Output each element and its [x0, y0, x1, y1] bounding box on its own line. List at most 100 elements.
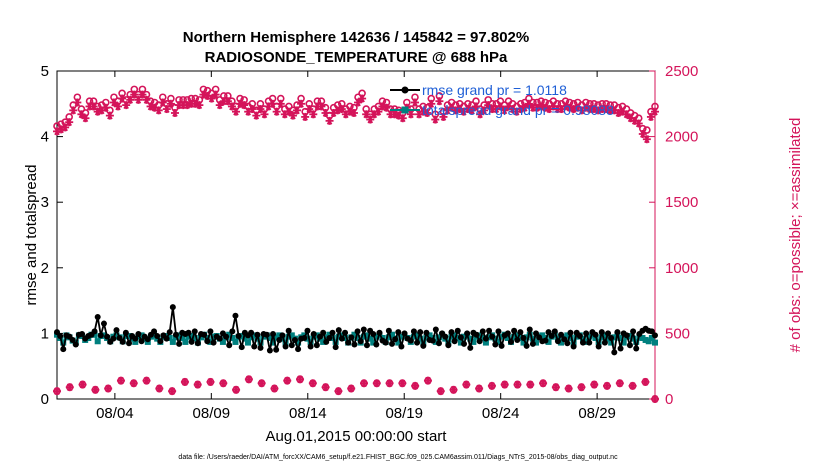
obs-low-assimilated-point [168, 387, 177, 396]
spread-point [579, 335, 586, 342]
spread-point [363, 332, 370, 339]
spread-point [198, 334, 205, 341]
obs-low-assimilated-point [257, 379, 266, 388]
obs-assimilated-point [309, 110, 318, 119]
spread-point [257, 339, 264, 346]
obs-low-assimilated-point [206, 377, 215, 386]
legend-rmse-label: rmse grand pr = 1.0118 [422, 82, 567, 98]
obs-assimilated-point [142, 95, 151, 104]
obs-low-assimilated-point [270, 384, 279, 393]
obs-assimilated-point [410, 98, 419, 107]
rmse-point [176, 340, 183, 347]
obs-low-assimilated-point [462, 380, 471, 389]
obs-assimilated-point [284, 107, 293, 116]
y-left-tick-label: 4 [41, 129, 49, 146]
spread-point [626, 333, 633, 340]
spread-point [426, 332, 433, 339]
obs-low-assimilated-point [500, 380, 509, 389]
rmse-point [201, 331, 208, 338]
rmse-point [266, 347, 273, 354]
rmse-point [191, 328, 198, 335]
obs-assimilated-point [293, 106, 302, 115]
obs-assimilated-point [398, 114, 407, 123]
y-axis-left: 0 1 2 3 4 5 [41, 63, 63, 408]
spread-point [620, 339, 627, 346]
spread-point [395, 339, 402, 346]
rmse-point [329, 329, 336, 336]
spread-point [611, 334, 618, 341]
obs-assimilated-point [500, 106, 509, 115]
obs-low-assimilated-point [423, 376, 432, 385]
rmse-point [270, 331, 277, 338]
rmse-point [326, 334, 333, 341]
obs-assimilated-point [431, 115, 440, 124]
spread-point [244, 339, 251, 346]
rmse-point [288, 342, 295, 349]
rmse-point [163, 335, 170, 342]
rmse-point [135, 331, 142, 338]
spread-point [335, 333, 342, 340]
rmse-point [520, 334, 527, 341]
obs-assimilated-point [606, 106, 615, 115]
rmse-point [473, 331, 480, 338]
spread-point [126, 333, 133, 340]
rmse-point [279, 332, 286, 339]
rmse-point [392, 336, 399, 343]
obs-low-assimilated-point [641, 377, 650, 386]
x-tick-label: 08/24 [482, 405, 520, 422]
rmse-point [144, 336, 151, 343]
legend-spread-label: totalspread grand pr = 0.98088 [422, 102, 614, 118]
obs-assimilated-point [158, 98, 167, 107]
spread-point [476, 332, 483, 339]
spread-point [122, 333, 129, 340]
obs-assimilated-point [488, 105, 497, 114]
obs-assimilated-point [248, 105, 257, 114]
spread-point [373, 333, 380, 340]
obs-assimilated-point [69, 106, 78, 115]
obs-assimilated-point [260, 110, 269, 119]
obs-possible-point [643, 126, 651, 134]
obs-assimilated-point [642, 135, 651, 144]
spread-point [295, 339, 302, 346]
rmse-point [423, 329, 430, 336]
rmse-point [166, 329, 173, 336]
obs-assimilated-point [191, 99, 200, 108]
obs-assimilated-point [244, 107, 253, 116]
x-tick-label: 08/09 [193, 405, 231, 422]
spread-point [266, 334, 273, 341]
spread-point [529, 335, 536, 342]
rmse-point [122, 329, 129, 336]
obs-low-assimilated-point [372, 379, 381, 388]
rmse-point [370, 331, 377, 338]
obs-low-assimilated-point [104, 384, 113, 393]
rmse-point [354, 328, 361, 335]
rmse-point [373, 341, 380, 348]
rmse-point [138, 338, 145, 345]
rmse-point [432, 326, 439, 333]
spread-point [417, 335, 424, 342]
rmse-point [548, 333, 555, 340]
obs-low-assimilated-point [385, 379, 394, 388]
rmse-point [110, 335, 117, 342]
rmse-point [207, 328, 214, 335]
obs-assimilated-point [301, 112, 310, 121]
obs-assimilated-point [101, 103, 110, 112]
obs-assimilated-point [313, 102, 322, 111]
obs-low-assimilated-point [296, 375, 305, 384]
rmse-point [410, 328, 417, 335]
rmse-point [586, 339, 593, 346]
obs-low-assimilated-point [53, 387, 61, 396]
spread-point [526, 331, 533, 338]
spread-point [495, 338, 502, 345]
rmse-point [307, 343, 314, 350]
obs-assimilated-point [118, 94, 127, 103]
spread-point [470, 338, 477, 345]
spread-point [423, 334, 430, 341]
spread-point [467, 335, 474, 342]
spread-point [514, 332, 521, 339]
obs-low-assimilated-point [193, 380, 202, 389]
rmse-point [342, 329, 349, 336]
rmse-point [185, 329, 192, 336]
obs-assimilated-point [166, 99, 175, 108]
obs-assimilated-point [81, 114, 90, 123]
